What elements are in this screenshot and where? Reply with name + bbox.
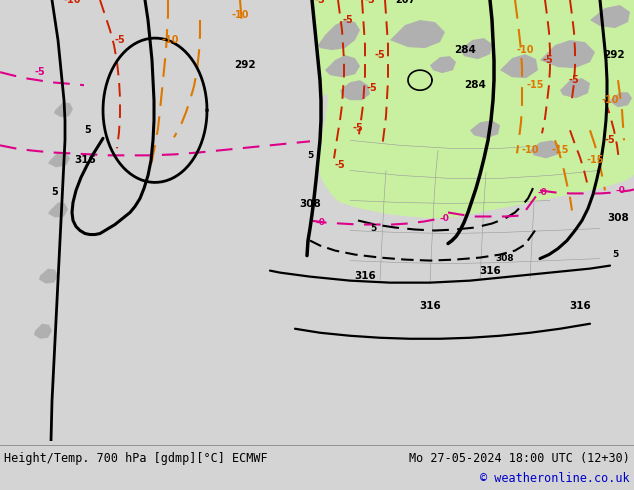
Text: -0: -0 [537, 188, 547, 197]
Text: -5: -5 [605, 135, 616, 146]
Polygon shape [540, 40, 595, 68]
Text: 5: 5 [51, 188, 58, 197]
Polygon shape [340, 80, 370, 100]
Text: -10: -10 [161, 35, 179, 45]
Polygon shape [470, 120, 500, 138]
Text: 308: 308 [299, 199, 321, 209]
Text: 292: 292 [603, 50, 625, 60]
Text: -0: -0 [439, 214, 449, 223]
Text: -10: -10 [231, 10, 249, 20]
Text: 316: 316 [569, 301, 591, 311]
Text: -5: -5 [353, 123, 363, 133]
Polygon shape [390, 20, 445, 48]
Polygon shape [310, 0, 634, 104]
Text: -10: -10 [601, 95, 619, 105]
Text: -15: -15 [551, 146, 569, 155]
Text: 316: 316 [74, 155, 96, 165]
Text: -5: -5 [375, 50, 385, 60]
Text: 284: 284 [464, 80, 486, 90]
Text: 284: 284 [454, 45, 476, 55]
Text: 207: 207 [395, 0, 415, 5]
Polygon shape [500, 54, 538, 78]
Text: 5: 5 [370, 224, 376, 233]
Polygon shape [325, 55, 360, 77]
Polygon shape [39, 269, 58, 284]
Polygon shape [48, 152, 70, 168]
Text: -5: -5 [335, 160, 346, 171]
Text: 308: 308 [607, 214, 629, 223]
Text: -0: -0 [315, 218, 325, 227]
Polygon shape [48, 202, 68, 218]
Text: 316: 316 [479, 266, 501, 275]
Polygon shape [430, 56, 456, 73]
Polygon shape [610, 92, 632, 107]
Text: 316: 316 [419, 301, 441, 311]
Text: -0: -0 [615, 186, 625, 195]
Polygon shape [318, 20, 360, 50]
Polygon shape [34, 324, 52, 339]
Text: 5: 5 [307, 151, 313, 160]
Text: -10: -10 [63, 0, 81, 5]
Polygon shape [530, 140, 560, 158]
Text: Mo 27-05-2024 18:00 UTC (12+30): Mo 27-05-2024 18:00 UTC (12+30) [409, 452, 630, 466]
Text: -5: -5 [35, 67, 46, 77]
Text: 5: 5 [612, 250, 618, 259]
Text: -5: -5 [314, 0, 325, 5]
Text: -5: -5 [569, 75, 579, 85]
Text: -5: -5 [115, 35, 126, 45]
Text: Height/Temp. 700 hPa [gdmp][°C] ECMWF: Height/Temp. 700 hPa [gdmp][°C] ECMWF [4, 452, 268, 466]
Text: 308: 308 [496, 254, 514, 263]
Text: © weatheronline.co.uk: © weatheronline.co.uk [481, 472, 630, 486]
Text: -10: -10 [521, 146, 539, 155]
Text: -5: -5 [342, 15, 353, 25]
Text: -10: -10 [516, 45, 534, 55]
Text: -15: -15 [526, 80, 544, 90]
Text: 316: 316 [354, 270, 376, 281]
Text: -5: -5 [365, 0, 375, 5]
Text: 292: 292 [234, 60, 256, 70]
Polygon shape [590, 5, 630, 28]
Polygon shape [54, 102, 73, 117]
Text: -15: -15 [586, 155, 604, 165]
Text: -5: -5 [543, 55, 553, 65]
Text: -5: -5 [366, 83, 377, 93]
Polygon shape [560, 78, 590, 98]
Text: 5: 5 [84, 125, 91, 135]
Polygon shape [460, 38, 492, 59]
Polygon shape [310, 0, 634, 219]
